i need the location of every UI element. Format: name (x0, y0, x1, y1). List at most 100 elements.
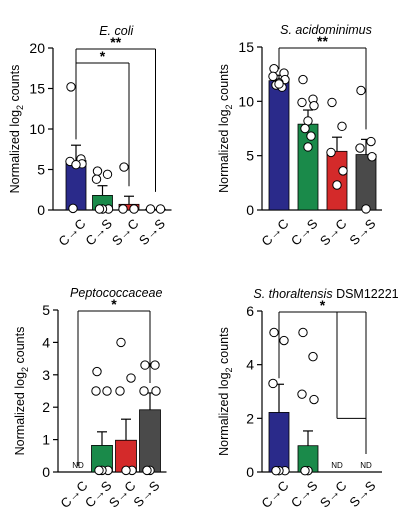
data-point (338, 166, 348, 176)
data-point (300, 465, 310, 476)
chart-title-text: S. acidominimus (280, 23, 372, 37)
data-point (309, 394, 319, 405)
data-point (102, 386, 112, 396)
data-point (269, 327, 279, 338)
data-point (129, 204, 139, 214)
chart-title: S. thoraltensis DSM12221 (253, 287, 398, 301)
data-point (91, 386, 101, 396)
significance-label: * (100, 48, 106, 64)
data-point (139, 386, 149, 396)
y-tick-label: 10 (238, 93, 254, 109)
chart-panel-1: E. coli Normalized log2 counts 0 5 10 15 20 C→C… (8, 24, 172, 249)
data-point (102, 169, 113, 180)
y-tick-label: 1 (42, 432, 50, 448)
chart-title: E. coli (99, 24, 134, 38)
x-tick-label: S→C (317, 216, 350, 249)
y-tick-label: 6 (246, 303, 254, 319)
data-point (298, 74, 308, 85)
y-tick-label: 0 (246, 202, 254, 218)
bar-4 (355, 154, 377, 211)
y-tick-label: 10 (29, 121, 45, 137)
y-tick-label: 2 (246, 410, 254, 426)
data-point (71, 159, 81, 170)
y-tick-label: 5 (246, 148, 254, 164)
bar-4 (139, 409, 161, 473)
data-point (66, 82, 76, 92)
y-axis-label-sub: 2 (224, 367, 234, 372)
data-point (355, 143, 365, 153)
data-point (140, 360, 150, 370)
data-point (297, 97, 307, 108)
data-point (94, 465, 104, 476)
data-point (308, 351, 318, 362)
data-point (366, 136, 376, 147)
x-tick-label: C→C (55, 216, 88, 249)
data-point (268, 378, 278, 389)
data-point (271, 465, 281, 476)
data-point (150, 360, 160, 370)
y-axis-label: Normalized log2 counts (217, 64, 234, 193)
x-tick-label: C→C (258, 478, 291, 511)
x-tick-label: C→S (82, 478, 115, 511)
chart-title-text: E. coli (99, 24, 134, 38)
x-tick-label: C→C (57, 478, 90, 511)
bar-1 (268, 80, 290, 211)
y-tick-label: 5 (42, 302, 50, 318)
data-point (126, 373, 136, 383)
chart-title-text: Peptococcaceae (70, 286, 162, 300)
data-point (337, 121, 347, 132)
y-axis-label: Normalized log2 counts (13, 327, 30, 456)
data-point (145, 204, 156, 214)
y-axis-label-part: counts (217, 64, 231, 104)
y-axis-label-part: Normalized log (217, 372, 231, 455)
y-tick-label: 15 (29, 81, 45, 97)
data-point (94, 204, 105, 214)
data-point (92, 366, 102, 377)
data-point (268, 71, 278, 82)
data-point (279, 335, 289, 346)
data-point (119, 162, 129, 172)
y-tick-label: 0 (37, 202, 45, 218)
x-tick-label: S→S (346, 478, 378, 510)
chart-title: Peptococcaceae (70, 286, 162, 300)
data-point (142, 465, 152, 476)
data-point (116, 337, 126, 348)
nd-label: ND (331, 461, 343, 470)
chart-panel-2: S. acidominimus Normalized log2 counts 0 5 1… (217, 23, 382, 249)
x-tick-label: S→S (130, 478, 162, 510)
data-point (91, 174, 102, 184)
y-axis-label-sub: 2 (224, 104, 234, 109)
data-point (118, 204, 128, 214)
x-tick-label: C→S (288, 478, 321, 511)
x-tick-label: C→S (288, 216, 321, 249)
data-point (356, 85, 366, 96)
data-point (361, 204, 371, 214)
x-tick-label: S→C (109, 216, 142, 249)
chart-title: S. acidominimus (280, 23, 372, 37)
chart-title-suffix: DSM12221 (333, 287, 399, 301)
y-tick-label: 2 (42, 399, 50, 415)
y-tick-label: 15 (238, 39, 254, 55)
y-axis-label: Normalized log2 counts (8, 65, 25, 194)
y-tick-label: 20 (29, 40, 45, 56)
chart-title-text: S. thoraltensis (253, 287, 332, 301)
y-tick-label: 5 (37, 162, 45, 178)
data-point (92, 166, 103, 176)
significance-label: * (320, 297, 326, 313)
data-point (326, 147, 336, 158)
data-point (332, 180, 342, 190)
data-point (155, 204, 166, 214)
y-axis-label-part: Normalized log (13, 372, 27, 455)
y-axis-label: Normalized log2 counts (217, 327, 234, 456)
data-point (303, 142, 313, 152)
y-tick-label: 3 (42, 367, 50, 383)
data-point (298, 327, 308, 338)
significance-label: * (111, 296, 117, 312)
y-tick-label: 0 (42, 464, 50, 480)
data-point (269, 64, 279, 74)
data-point (306, 131, 316, 141)
x-tick-label: S→C (317, 478, 350, 511)
chart-panel-3: Peptococcaceae Normalized log2 counts 0 1 2 3… (13, 286, 167, 511)
data-point (274, 79, 284, 89)
